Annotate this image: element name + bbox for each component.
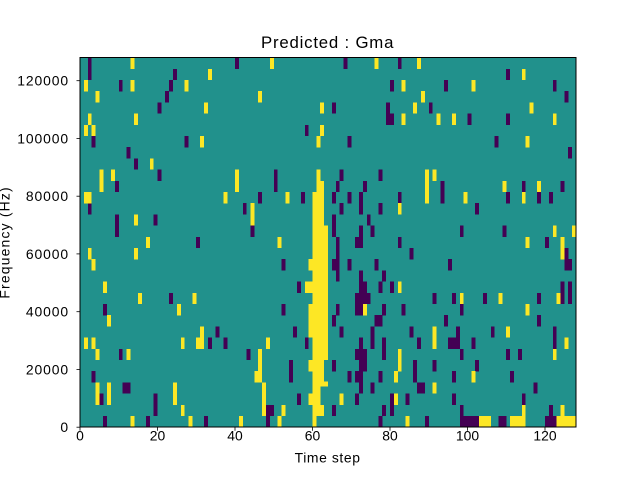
svg-text:20: 20 [150,428,166,444]
svg-text:40000: 40000 [26,304,69,320]
svg-text:120000: 120000 [17,73,69,89]
svg-text:Time step: Time step [295,450,361,466]
svg-text:100: 100 [456,428,479,444]
svg-text:Frequency (Hz): Frequency (Hz) [0,186,13,299]
svg-text:80000: 80000 [26,188,69,204]
svg-text:60: 60 [305,428,321,444]
svg-text:40: 40 [227,428,243,444]
svg-text:0: 0 [76,428,84,444]
svg-text:120: 120 [533,428,556,444]
svg-text:Predicted : Gma: Predicted : Gma [261,33,394,52]
svg-text:0: 0 [60,419,69,435]
svg-text:60000: 60000 [26,246,69,262]
svg-text:20000: 20000 [26,361,69,377]
svg-text:80: 80 [382,428,398,444]
svg-text:100000: 100000 [17,130,69,146]
